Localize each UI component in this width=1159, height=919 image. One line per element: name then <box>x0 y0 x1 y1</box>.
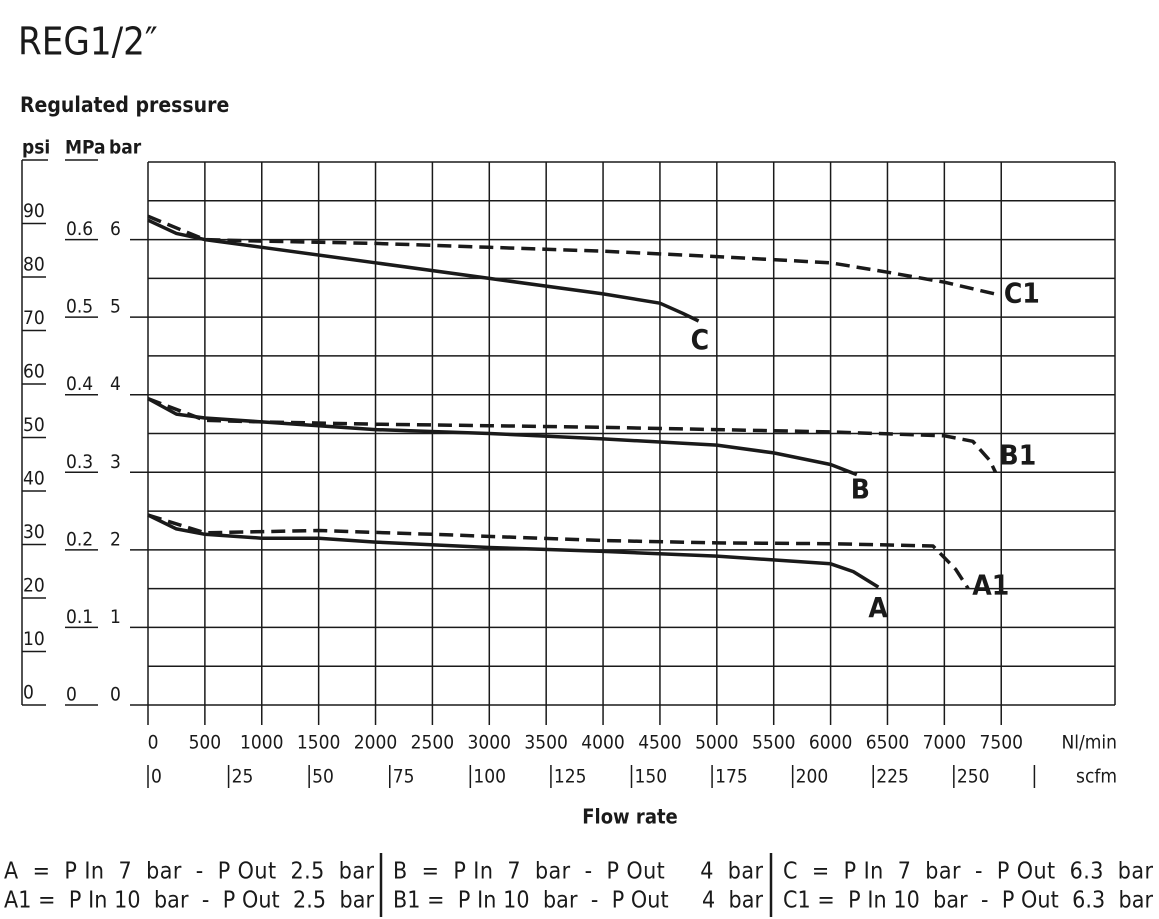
legend-note: C = P In 7 bar - P Out 6.3 bar <box>783 859 1153 885</box>
bar-tick-label: 3 <box>110 451 121 473</box>
psi-tick-label: 60 <box>23 361 45 383</box>
bar-unit: bar <box>109 137 142 159</box>
series-label: A <box>868 591 888 624</box>
psi-tick-label: 30 <box>23 521 45 543</box>
x-tick-label: 3500 <box>524 732 568 754</box>
x-tick-label: 3000 <box>468 732 512 754</box>
series-label: A1 <box>972 569 1009 602</box>
psi-unit: psi <box>22 137 50 159</box>
legend-note: C1 = P In 10 bar - P Out 6.3 bar <box>783 888 1153 914</box>
x2-tick-label: 75 <box>393 766 415 788</box>
psi-tick-label: 20 <box>23 575 45 597</box>
series-label: C <box>691 323 709 356</box>
series-line <box>147 397 858 477</box>
psi-tick-label: 10 <box>23 628 45 650</box>
psi-tick-label: 90 <box>23 200 45 222</box>
x-tick-label: 6000 <box>809 732 853 754</box>
x-tick-label: 2500 <box>411 732 455 754</box>
mpa-tick-label: 0.5 <box>66 296 93 318</box>
psi-tick-label: 70 <box>23 307 45 329</box>
x-tick-label: 2000 <box>354 732 398 754</box>
x-tick-label: 5000 <box>695 732 739 754</box>
x2-tick-label: 0 <box>151 766 162 788</box>
x-tick-label: 0 <box>148 732 159 754</box>
bar-tick-label: 1 <box>110 606 121 628</box>
x-tick-label: 500 <box>189 732 222 754</box>
bar-tick-label: 5 <box>110 296 121 318</box>
x-tick-label: 7500 <box>979 732 1023 754</box>
x2-tick-label: 175 <box>715 766 748 788</box>
x-tick-label: 6500 <box>866 732 910 754</box>
y-axis-title: Regulated pressure <box>20 93 229 117</box>
bar-tick-label: 0 <box>110 684 121 706</box>
chart-title: REG1/2″ <box>18 20 158 64</box>
x2-tick-label: 125 <box>554 766 587 788</box>
x-tick-label: 5500 <box>752 732 796 754</box>
x2-unit: scfm <box>1076 766 1117 788</box>
legend-note: A1 = P In 10 bar - P Out 2.5 bar <box>4 888 374 914</box>
x-tick-label: 1000 <box>240 732 284 754</box>
psi-tick-label: 50 <box>23 414 45 436</box>
mpa-tick-label: 0.3 <box>66 451 93 473</box>
legend-note: A = P In 7 bar - P Out 2.5 bar <box>4 859 374 885</box>
series-label: B <box>851 473 870 506</box>
x-unit: Nl/min <box>1061 732 1117 754</box>
series-line <box>147 218 700 323</box>
x2-tick-label: 25 <box>232 766 254 788</box>
mpa-tick-label: 0 <box>66 684 77 706</box>
x-axis-title: Flow rate <box>582 805 678 829</box>
x-tick-label: 4000 <box>581 732 625 754</box>
x-tick-label: 1500 <box>297 732 341 754</box>
bar-tick-label: 4 <box>110 373 121 395</box>
legend-note: B = P In 7 bar - P Out 4 bar <box>393 859 763 885</box>
x-tick-label: 7000 <box>923 732 967 754</box>
x2-tick-label: 100 <box>473 766 506 788</box>
series-line <box>147 513 970 590</box>
series-line <box>147 513 880 589</box>
psi-tick-label: 40 <box>23 468 45 490</box>
bar-tick-label: 2 <box>110 528 121 550</box>
psi-tick-label: 80 <box>23 254 45 276</box>
psi-tick-label: 0 <box>23 682 34 704</box>
series-line <box>147 214 999 297</box>
x2-tick-label: 225 <box>876 766 909 788</box>
series-label: B1 <box>1000 438 1037 471</box>
legend-note: B1 = P In 10 bar - P Out 4 bar <box>393 888 763 914</box>
x2-tick-label: 250 <box>957 766 990 788</box>
x2-tick-label: 50 <box>312 766 334 788</box>
mpa-tick-label: 0.4 <box>66 373 93 395</box>
mpa-unit: MPa <box>65 137 106 159</box>
series-label: C1 <box>1004 277 1040 310</box>
series-line <box>147 396 998 474</box>
bar-tick-label: 6 <box>110 218 121 240</box>
x2-tick-label: 200 <box>796 766 829 788</box>
x2-tick-label: 150 <box>635 766 668 788</box>
x-tick-label: 4500 <box>638 732 682 754</box>
mpa-tick-label: 0.6 <box>66 218 93 240</box>
mpa-tick-label: 0.2 <box>66 528 93 550</box>
mpa-tick-label: 0.1 <box>66 606 93 628</box>
